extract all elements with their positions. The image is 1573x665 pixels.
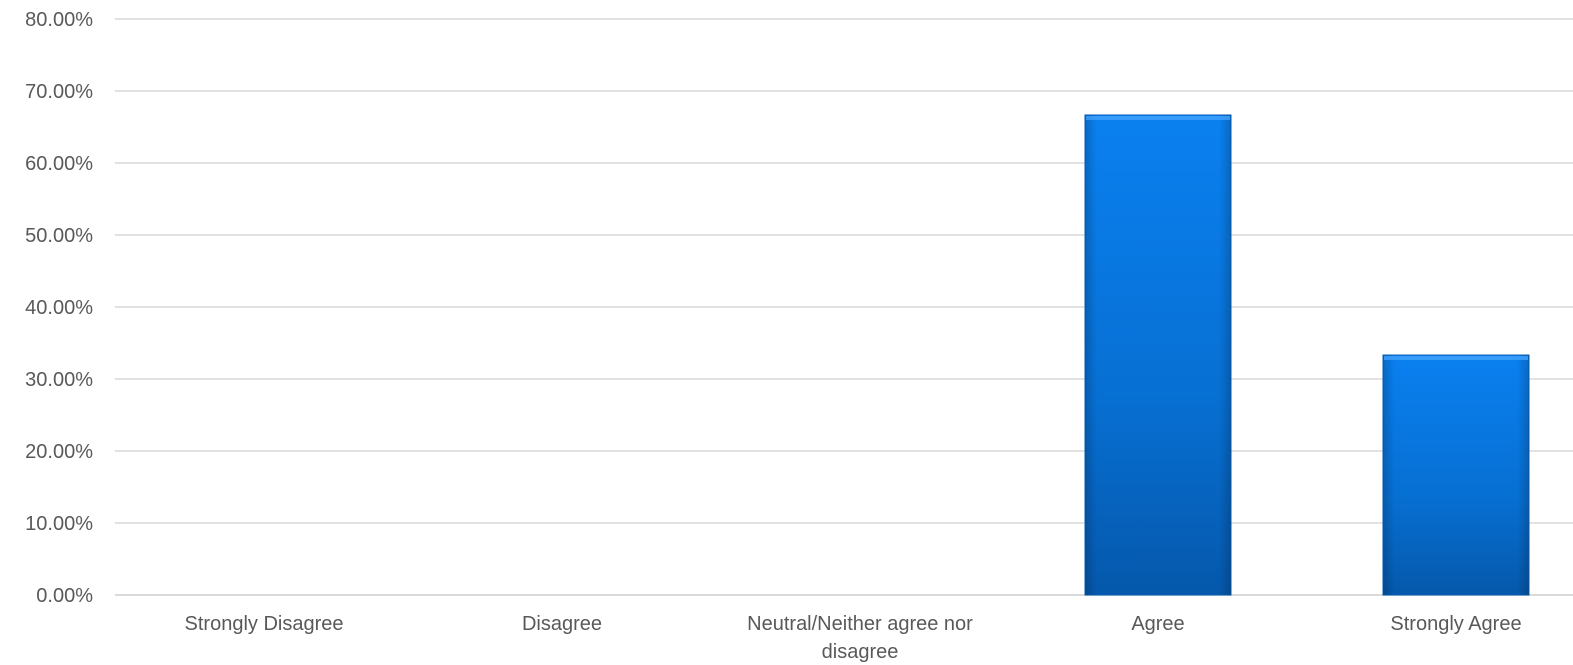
y-tick-label: 0.00% — [36, 585, 93, 607]
x-category-label-line: Strongly Agree — [1390, 613, 1521, 635]
x-category-label-line: Agree — [1131, 613, 1184, 635]
x-axis-category-labels: Strongly Disagree Disagree Neutral/Neither… — [185, 613, 1522, 663]
y-tick-label: 20.00% — [25, 441, 93, 463]
y-tick-label: 30.00% — [25, 369, 93, 391]
x-category-label: Neutral/Neither agree nor disagree — [747, 613, 973, 663]
y-tick-label: 50.00% — [25, 225, 93, 247]
y-tick-label: 40.00% — [25, 297, 93, 319]
bar-highlight — [1086, 115, 1230, 120]
y-tick-label: 80.00% — [25, 9, 93, 31]
y-tick-label: 10.00% — [25, 513, 93, 535]
bar-agree — [1084, 114, 1232, 596]
x-category-label-line: Neutral/Neither agree nor — [747, 613, 973, 635]
bars — [1084, 114, 1530, 596]
x-category-label: Agree — [1131, 613, 1184, 635]
x-category-label: Strongly Disagree — [185, 613, 344, 635]
x-category-label-line: Disagree — [522, 613, 602, 635]
bar-shading — [1085, 114, 1231, 595]
x-category-label-line: Strongly Disagree — [185, 613, 344, 635]
x-category-label: Strongly Agree — [1390, 613, 1521, 635]
y-tick-label: 70.00% — [25, 81, 93, 103]
bar-highlight — [1384, 356, 1528, 361]
gridlines — [115, 18, 1573, 596]
x-category-label-line: disagree — [822, 641, 899, 663]
bar-shading — [1383, 355, 1529, 595]
bar-strongly-agree — [1382, 354, 1530, 596]
x-category-label: Disagree — [522, 613, 602, 635]
y-axis-tick-labels: 0.00% 10.00% 20.00% 30.00% 40.00% 50.00% 60.00… — [25, 9, 93, 607]
y-tick-label: 60.00% — [25, 153, 93, 175]
